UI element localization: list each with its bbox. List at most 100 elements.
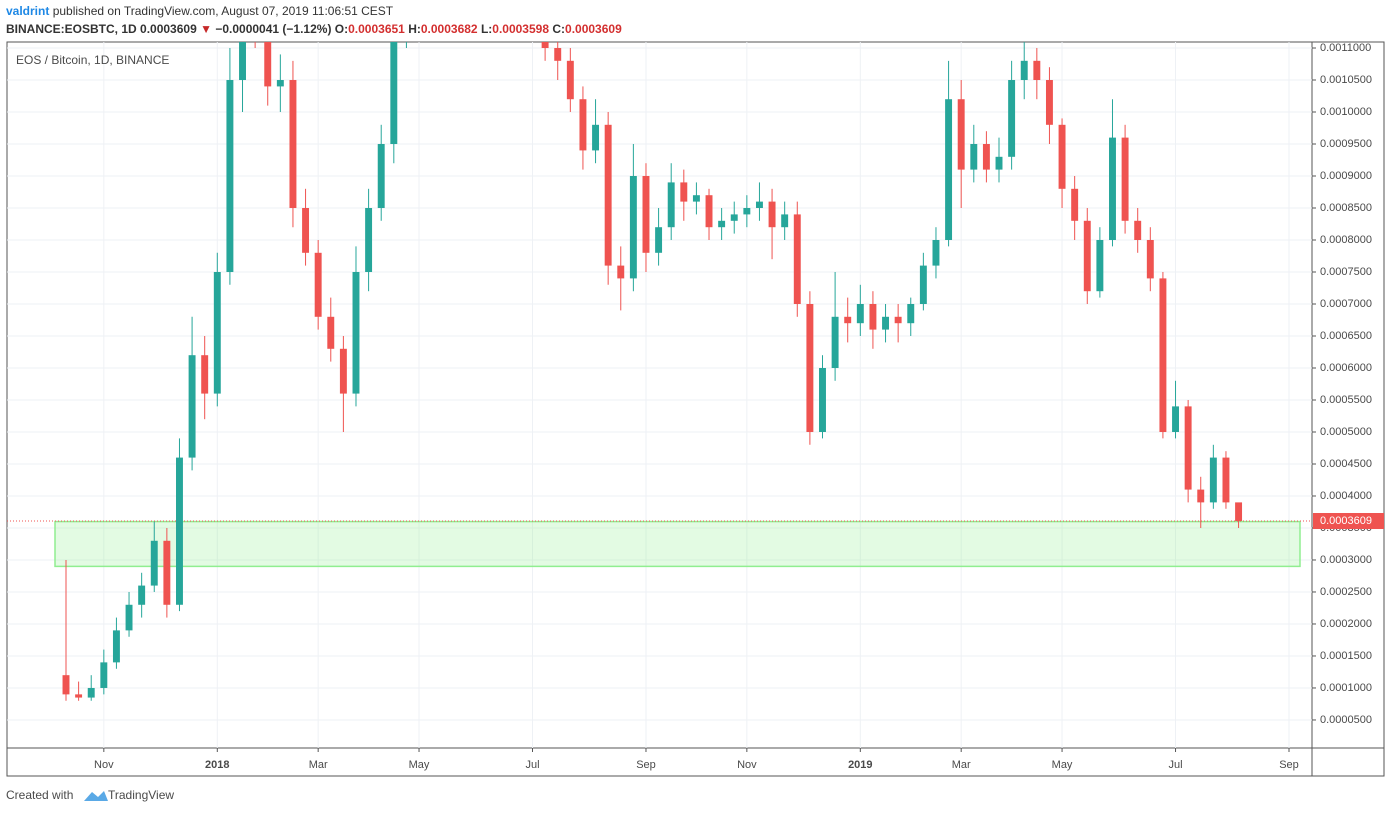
frame xyxy=(6,41,1385,777)
candle-body xyxy=(314,252,322,317)
candle-body xyxy=(806,303,814,432)
y-tick-label: 0.0002500 xyxy=(1320,586,1372,598)
candle-body xyxy=(1109,137,1116,241)
price: 0.0003609 xyxy=(140,22,197,36)
x-tick-label: May xyxy=(409,759,430,771)
symbol: BINANCE:EOSBTC, 1D xyxy=(6,22,137,36)
candle-body xyxy=(1146,240,1154,279)
candles xyxy=(62,0,1243,701)
candle-body xyxy=(100,662,108,688)
candle-body xyxy=(176,457,183,605)
candle-body xyxy=(1134,220,1142,241)
zone-layer xyxy=(7,520,1312,568)
candle-body xyxy=(226,80,234,273)
y-tick-label: 0.0009000 xyxy=(1320,170,1372,182)
candle-body xyxy=(213,272,221,394)
close: 0.0003609 xyxy=(565,22,622,36)
last-price-tag xyxy=(1313,513,1384,530)
candle-body xyxy=(276,80,284,87)
candle-body xyxy=(529,0,536,16)
x-tick-label: Sep xyxy=(1279,759,1299,771)
candle-body xyxy=(579,99,587,151)
candle-body xyxy=(264,42,272,87)
support-zone xyxy=(54,520,1301,568)
y-tick-label: 0.0007000 xyxy=(1320,298,1372,310)
low: 0.0003598 xyxy=(492,22,549,36)
high-label: H: xyxy=(408,22,421,36)
axis-labels: 0.0000500 0.0001000 0.0001500 0.0002000 0.00… xyxy=(94,42,1384,771)
candle-body xyxy=(289,80,297,209)
candle-body xyxy=(1121,137,1129,221)
candle-body xyxy=(642,176,650,253)
candle-body xyxy=(768,201,776,228)
y-tick-label: 0.0003000 xyxy=(1320,554,1372,566)
symbol-line: BINANCE:EOSBTC, 1D 0.0003609 ▼ −0.000004… xyxy=(6,22,622,36)
candle-body xyxy=(112,630,120,663)
candle-body xyxy=(680,182,688,202)
candle-body xyxy=(1172,406,1179,432)
candle-body xyxy=(1008,80,1016,157)
y-tick-label: 0.0001500 xyxy=(1320,650,1372,662)
candle-body xyxy=(1058,124,1066,189)
x-tick-label: Jul xyxy=(525,759,539,771)
open-label: O: xyxy=(335,22,348,36)
candle-body xyxy=(592,124,600,151)
candle-body xyxy=(302,208,310,253)
y-tick-label: 0.0006000 xyxy=(1320,362,1372,374)
x-tick-label: Nov xyxy=(94,759,114,771)
candle-body xyxy=(945,99,953,241)
candle-body xyxy=(1045,80,1053,125)
candle-body xyxy=(957,99,965,170)
candle-body xyxy=(604,124,612,266)
candle-body xyxy=(705,195,713,228)
y-tick-label: 0.0009500 xyxy=(1320,138,1372,150)
candle-body xyxy=(629,176,637,279)
header-line: valdrint published on TradingView.com, A… xyxy=(6,4,394,18)
close-label: C: xyxy=(552,22,565,36)
candle-body xyxy=(150,540,158,586)
candle-body xyxy=(1222,457,1230,503)
candle-body xyxy=(1235,502,1243,522)
candle-body xyxy=(667,182,675,228)
candle-body xyxy=(831,316,839,368)
candle-body xyxy=(755,201,763,209)
y-tick-label: 0.0006500 xyxy=(1320,330,1372,342)
y-tick-label: 0.0011000 xyxy=(1320,42,1371,54)
candle-body xyxy=(327,316,335,349)
candle-body xyxy=(201,355,209,394)
y-tick-label: 0.0005500 xyxy=(1320,394,1372,406)
candle-body xyxy=(617,265,625,279)
author: valdrint xyxy=(6,4,49,18)
candle-body xyxy=(1033,60,1041,81)
candle-body xyxy=(970,144,978,170)
candle-body xyxy=(982,144,990,170)
candle-body xyxy=(1071,188,1079,221)
candle-body xyxy=(743,208,751,215)
low-label: L: xyxy=(481,22,492,36)
candle-body xyxy=(163,540,171,605)
candle-body xyxy=(730,214,738,221)
chart-title: EOS / Bitcoin, 1D, BINANCE xyxy=(16,53,169,67)
footer-created: Created with xyxy=(6,788,73,802)
candle-body xyxy=(655,227,663,253)
candle-body xyxy=(919,265,927,304)
last-price-label: 0.0003609 xyxy=(1320,515,1372,527)
candle-body xyxy=(125,604,133,631)
candle-body xyxy=(1184,406,1192,490)
y-tick-label: 0.0004000 xyxy=(1320,490,1372,502)
change: −0.0000041 (−1.12%) xyxy=(215,22,331,36)
candle-body xyxy=(239,42,246,81)
grid xyxy=(7,42,1316,752)
candle-body xyxy=(781,214,789,228)
candle-body xyxy=(894,316,902,324)
y-tick-label: 0.0002000 xyxy=(1320,618,1372,630)
candle-body xyxy=(907,303,915,324)
candle-body xyxy=(339,348,347,394)
candle-body xyxy=(138,585,146,605)
x-tick-label: Nov xyxy=(737,759,757,771)
candle-body xyxy=(566,60,574,100)
candle-body xyxy=(819,367,826,432)
candle-body xyxy=(1096,240,1104,292)
candle-body xyxy=(377,144,385,209)
